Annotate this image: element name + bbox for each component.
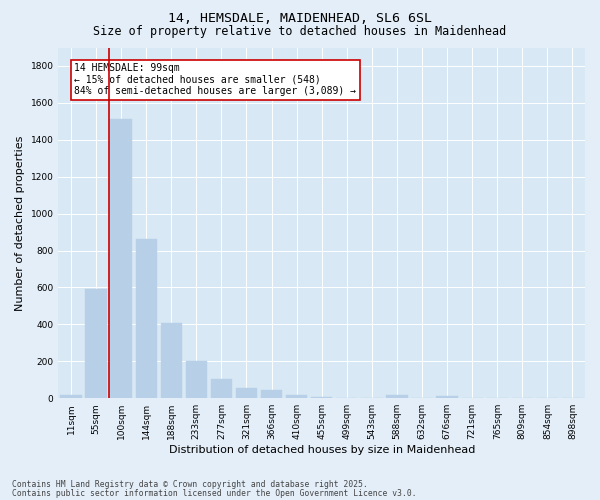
- Bar: [211, 379, 232, 398]
- Bar: [110, 120, 132, 398]
- Bar: [261, 390, 282, 398]
- Bar: [85, 290, 107, 398]
- Text: 14, HEMSDALE, MAIDENHEAD, SL6 6SL: 14, HEMSDALE, MAIDENHEAD, SL6 6SL: [168, 12, 432, 26]
- Bar: [286, 396, 307, 398]
- Text: Contains public sector information licensed under the Open Government Licence v3: Contains public sector information licen…: [12, 488, 416, 498]
- Bar: [386, 395, 407, 398]
- Bar: [436, 396, 458, 398]
- Bar: [161, 322, 182, 398]
- X-axis label: Distribution of detached houses by size in Maidenhead: Distribution of detached houses by size …: [169, 445, 475, 455]
- Bar: [185, 362, 207, 398]
- Text: 14 HEMSDALE: 99sqm
← 15% of detached houses are smaller (548)
84% of semi-detach: 14 HEMSDALE: 99sqm ← 15% of detached hou…: [74, 64, 356, 96]
- Text: Contains HM Land Registry data © Crown copyright and database right 2025.: Contains HM Land Registry data © Crown c…: [12, 480, 368, 489]
- Y-axis label: Number of detached properties: Number of detached properties: [15, 135, 25, 310]
- Bar: [60, 394, 82, 398]
- Bar: [236, 388, 257, 398]
- Text: Size of property relative to detached houses in Maidenhead: Size of property relative to detached ho…: [94, 25, 506, 38]
- Bar: [136, 240, 157, 398]
